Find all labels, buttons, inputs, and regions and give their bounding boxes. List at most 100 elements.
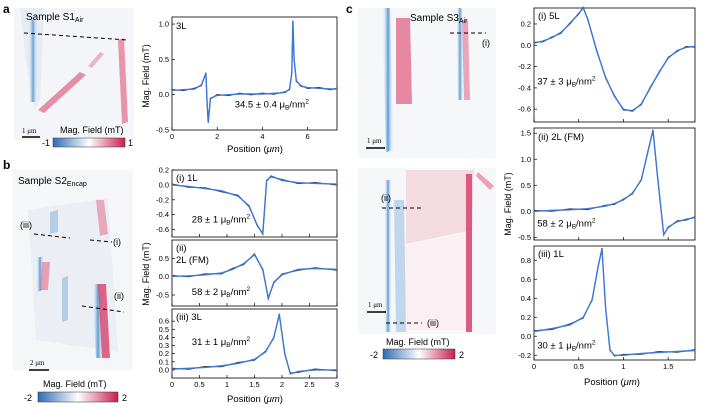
plot-a: -0.5 0.0 0.5 1.0 0 2 4 6 3L 34.5 ± 0.4 μB/nm2 <box>156 16 338 141</box>
map-s3-bottom-red-corner <box>476 172 494 190</box>
y-tick-label: 0.0 <box>521 41 531 50</box>
y-tick-label: -0.2 <box>156 195 169 204</box>
moment-label: 30 ± 1 μB/nm2 <box>537 340 596 353</box>
map-s3-bottom-pink-region <box>406 170 474 244</box>
y-tick-label: -0.2 <box>518 351 531 360</box>
plot-b_ii: 0.5 0.0 -0.5 (ii)2L (FM) 58 ± 2 μB/nm2 <box>156 239 338 307</box>
plot-b_i: 0.2 0.0 -0.2 -0.4 -0.6 (i) 1L 28 ± 1 μB/nm2 <box>156 166 338 238</box>
x-tick-label: 6 <box>306 132 310 141</box>
map-s2-red-patch-2 <box>40 262 50 290</box>
map-s3: Sample S3Air (i) 1 μm (ii) (iii) 1 μm Ma… <box>358 8 496 360</box>
x-tick-label: 1.5 <box>663 362 673 371</box>
map-s1-colorbar <box>52 137 126 148</box>
y-tick-label: 1.5 <box>521 129 531 138</box>
map-s2-title: Sample S2Encap <box>18 176 87 188</box>
plot-a-xlabel: Position (μm) <box>227 144 283 155</box>
plot-subtitle: 2L (FM) <box>176 255 209 266</box>
y-tick-label: 0.0 <box>521 207 531 216</box>
y-tick-label: 0.6 <box>521 275 531 284</box>
map-s2-cut-label-i: (i) <box>113 237 121 247</box>
map-s1-blue-edge <box>28 20 38 102</box>
map-s1-red-edge-lower <box>38 72 86 113</box>
plot-frame <box>171 308 338 379</box>
fit-line <box>533 130 696 238</box>
y-tick-label: 0.1 <box>159 357 169 366</box>
y-tick-label: 0.2 <box>159 166 169 175</box>
map-s3-cut-label-i: (i) <box>482 38 490 48</box>
y-tick-label: 0.0 <box>159 90 169 99</box>
fit-line <box>533 248 696 356</box>
map-s3-cut-label-iii: (iii) <box>427 318 439 328</box>
plot-c-xlabel: Position (μm) <box>584 377 640 388</box>
plot-c_i: 0.2 0.0 -0.2 -0.4 -0.6 (i) 5L 37 ± 3 μB/nm2 <box>518 5 696 123</box>
map-s2-colorbar <box>37 391 119 403</box>
map-s3-top-scalebar-label: 1 μm <box>367 137 382 145</box>
y-tick-label: 0.5 <box>159 55 169 64</box>
moment-label: 37 ± 3 μB/nm2 <box>537 75 596 88</box>
y-tick-label: 0.0 <box>159 365 169 374</box>
plot-title: (i) 1L <box>176 173 198 184</box>
map-s1-colorbar-title: Mag. Field (mT) <box>60 125 124 135</box>
map-s2-cut-label-ii: (ii) <box>114 291 124 301</box>
map-s2-blue-patch-1 <box>50 210 58 234</box>
y-tick-label: -0.2 <box>518 62 531 71</box>
plot-c_iii: 0.8 0.6 0.4 0.2 0.0 -0.20 0.5 1 1.5 (iii) 1L 30 ± … <box>518 245 696 371</box>
map-s2-colorbar-title: Mag. Field (mT) <box>43 379 107 389</box>
y-tick-label: 0.4 <box>159 333 169 342</box>
y-tick-label: 0.0 <box>159 180 169 189</box>
fit-line <box>171 175 338 236</box>
fit-line <box>171 253 338 302</box>
y-tick-label: -0.4 <box>518 83 531 92</box>
fit-line <box>171 20 337 123</box>
plot-title: (ii) 2L (FM) <box>538 132 584 143</box>
plot-title: (ii) <box>176 243 187 254</box>
map-s3-bottom-red-edge <box>466 174 472 332</box>
map-s3-top-red-right <box>462 20 470 100</box>
map-s2-red-patch-top <box>96 200 108 236</box>
plot-c_ii: 1.5 1.0 0.5 0.0 -0.5 (ii) 2L (FM) 58 ± 2 μB/nm… <box>518 127 696 242</box>
x-tick-label: 0 <box>170 132 174 141</box>
y-tick-label: -0.4 <box>156 210 169 219</box>
fit-line <box>533 6 696 113</box>
map-s3-bottom-blue-edge-2 <box>394 200 406 332</box>
map-s2-red-stripe <box>98 284 110 358</box>
map-s3-top-image <box>358 8 496 158</box>
x-tick-label: 1 <box>225 380 229 389</box>
panel-letter-a: a <box>3 2 10 16</box>
y-tick-label: 0.0 <box>159 272 169 281</box>
x-tick-label: 0.5 <box>194 380 204 389</box>
y-tick-label: 1.0 <box>521 155 531 164</box>
x-tick-label: 3 <box>335 380 339 389</box>
y-tick-label: -0.6 <box>156 225 169 234</box>
y-tick-label: 0.0 <box>521 332 531 341</box>
x-tick-label: 1.5 <box>249 380 259 389</box>
map-s2: Sample S2Encap (iii) (i) (ii) 2 μm Mag. … <box>13 170 133 403</box>
y-tick-label: 0.2 <box>159 349 169 358</box>
y-tick-label: 0.5 <box>159 325 169 334</box>
plot-title: (iii) 3L <box>176 312 202 323</box>
map-s2-blue-patch-3 <box>62 276 68 322</box>
fit-line <box>171 314 337 375</box>
plot-frame <box>171 169 338 238</box>
panel-letter-b: b <box>3 158 10 172</box>
map-s1-title: Sample S1Air <box>26 12 84 24</box>
moment-label: 31 ± 1 μB/nm2 <box>192 336 251 349</box>
map-s2-cb-min: -2 <box>24 393 32 403</box>
map-s3-top-blue-edge <box>382 8 394 152</box>
map-s1-red-edge-mid <box>88 52 104 68</box>
map-s1-scalebar-label: 1 μm <box>22 127 37 135</box>
y-tick-label: 0.2 <box>521 19 531 28</box>
map-s3-top-blue-right <box>456 8 464 100</box>
y-tick-label: 0.2 <box>521 313 531 322</box>
plot-frame <box>533 127 696 241</box>
plot-frame <box>533 7 696 123</box>
moment-label: 58 ± 2 μB/nm2 <box>192 286 251 299</box>
plot-frame <box>171 16 338 131</box>
plot-frame <box>533 245 696 361</box>
map-s1-linecut <box>23 32 129 41</box>
map-s3-colorbar-title: Mag. Field (mT) <box>386 337 450 347</box>
plot-title: (i) 5L <box>538 11 560 22</box>
map-s3-bottom-blue-edge <box>384 180 392 332</box>
map-s3-title: Sample S3Air <box>410 13 468 25</box>
